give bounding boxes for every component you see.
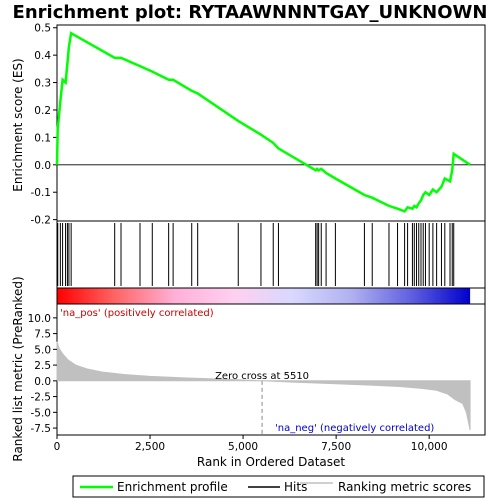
hits-panel-frame (56, 220, 486, 289)
x-tick-label: 5,000 (228, 441, 258, 453)
es-panel-frame (56, 24, 486, 222)
es-y-tick-label: -0.1 (31, 187, 52, 199)
rank-color-bar-fill (57, 288, 471, 304)
x-tick-label: 2,500 (135, 441, 165, 453)
metric-y-ticks: -7.5 -5.0 -2.5 0.0 2.5 5.0 7.5 10.0 (28, 313, 57, 435)
metric-y-tick-label: 0.0 (34, 376, 51, 388)
rank-color-bar (56, 287, 486, 305)
metric-area (56, 341, 471, 431)
neg-correlated-label: 'na_neg' (negatively correlated) (275, 423, 434, 434)
metric-panel-frame (56, 303, 486, 436)
zero-cross-label: Zero cross at 5510 (215, 371, 309, 382)
es-y-tick-label: 0.3 (34, 78, 51, 90)
es-y-axis-label: Enrichment score (ES) (11, 58, 25, 191)
hits-panel (56, 220, 486, 289)
x-tick-label: 10,000 (411, 441, 448, 453)
x-axis-label: Rank in Ordered Dataset (197, 455, 345, 469)
legend-metric-label: Ranking metric scores (338, 480, 471, 494)
es-y-ticks: -0.2 -0.1 0.0 0.1 0.2 0.3 0.4 0.5 (31, 23, 57, 227)
metric-y-tick-label: 5.0 (34, 344, 51, 356)
metric-y-axis-label: Ranked list metric (PreRanked) (11, 276, 25, 461)
x-tick-label: 0 (54, 441, 61, 453)
es-y-tick-label: 0.1 (34, 132, 51, 144)
es-y-tick-label: 0.5 (34, 23, 51, 35)
metric-y-tick-label: 7.5 (34, 329, 51, 341)
metric-y-tick-label: 2.5 (34, 360, 51, 372)
x-ticks: 0 2,500 5,000 7,500 10,000 (54, 435, 448, 453)
chart-title: Enrichment plot: RYTAAWNNNTGAY_UNKNOWN (13, 2, 488, 23)
hit-marks (57, 223, 455, 286)
legend-enrichment-label: Enrichment profile (117, 480, 228, 494)
x-tick-label: 7,500 (321, 441, 351, 453)
metric-y-tick-label: -7.5 (31, 423, 52, 435)
es-panel: -0.2 -0.1 0.0 0.1 0.2 0.3 0.4 0.5 Enrichment sc… (11, 23, 486, 227)
es-y-tick-label: 0.0 (34, 160, 51, 172)
pos-correlated-label: 'na_pos' (positively correlated) (60, 308, 214, 319)
es-profile-line (55, 31, 471, 213)
legend: Enrichment profile Hits Ranking metric s… (72, 475, 485, 498)
metric-y-tick-label: -2.5 (31, 392, 52, 404)
metric-y-tick-label: 10.0 (28, 313, 51, 325)
es-y-tick-label: 0.2 (34, 105, 51, 117)
metric-y-tick-label: -5.0 (31, 407, 52, 419)
legend-hits-label: Hits (284, 480, 307, 494)
es-y-tick-label: -0.2 (31, 215, 52, 227)
metric-panel: -7.5 -5.0 -2.5 0.0 2.5 5.0 7.5 10.0 Zero cross … (11, 276, 486, 469)
es-y-tick-label: 0.4 (34, 50, 51, 62)
